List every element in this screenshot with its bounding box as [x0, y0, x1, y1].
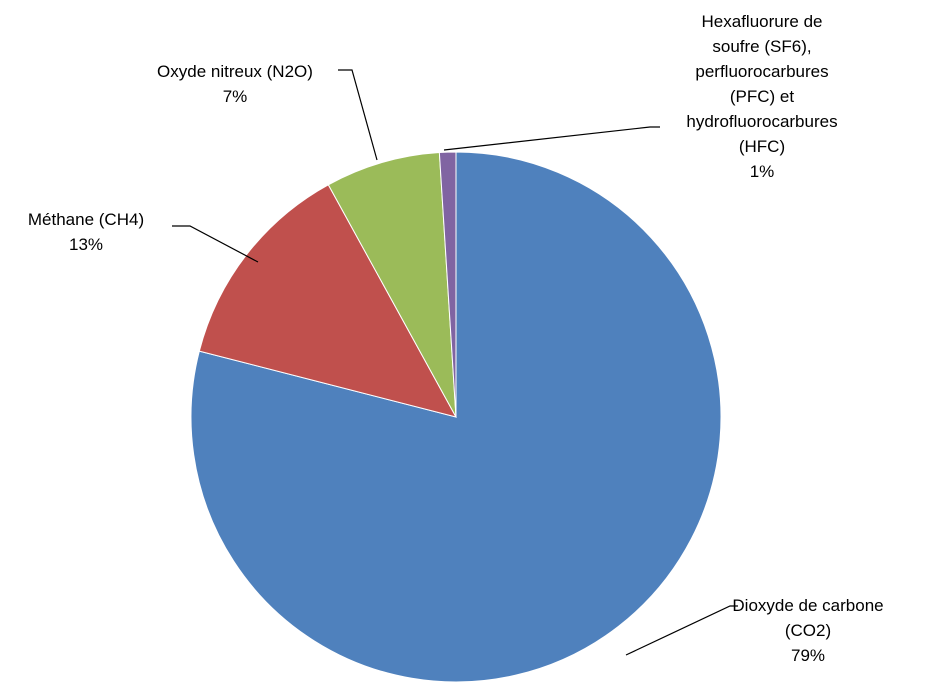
- pie-slice: [190, 151, 722, 683]
- leader-line: [338, 69, 378, 161]
- leader-line: [443, 126, 660, 151]
- slice-label: Oxyde nitreux (N2O) 7%: [130, 59, 340, 109]
- slice-label: Méthane (CH4) 13%: [6, 207, 166, 257]
- value-label: 79%: [790, 646, 826, 665]
- value-label: 13%: [68, 235, 104, 254]
- pie-slice: [327, 151, 457, 418]
- pie-slice: [438, 151, 457, 418]
- category-label: Méthane (CH4): [27, 210, 145, 229]
- value-label: 1%: [749, 162, 775, 181]
- slices: [190, 151, 722, 683]
- category-label: Oxyde nitreux (N2O): [157, 62, 313, 81]
- leader-line: [172, 225, 259, 263]
- leader-line: [625, 605, 738, 656]
- category-label: Hexafluorure de soufre (SF6), perfluoroc…: [686, 12, 838, 156]
- slice-label: Dioxyde de carbone (CO2) 79%: [728, 593, 888, 668]
- pie-slice: [198, 184, 457, 418]
- value-label: 7%: [222, 87, 248, 106]
- category-label: Dioxyde de carbone (CO2): [732, 596, 884, 640]
- slice-label: Hexafluorure de soufre (SF6), perfluoroc…: [677, 9, 847, 184]
